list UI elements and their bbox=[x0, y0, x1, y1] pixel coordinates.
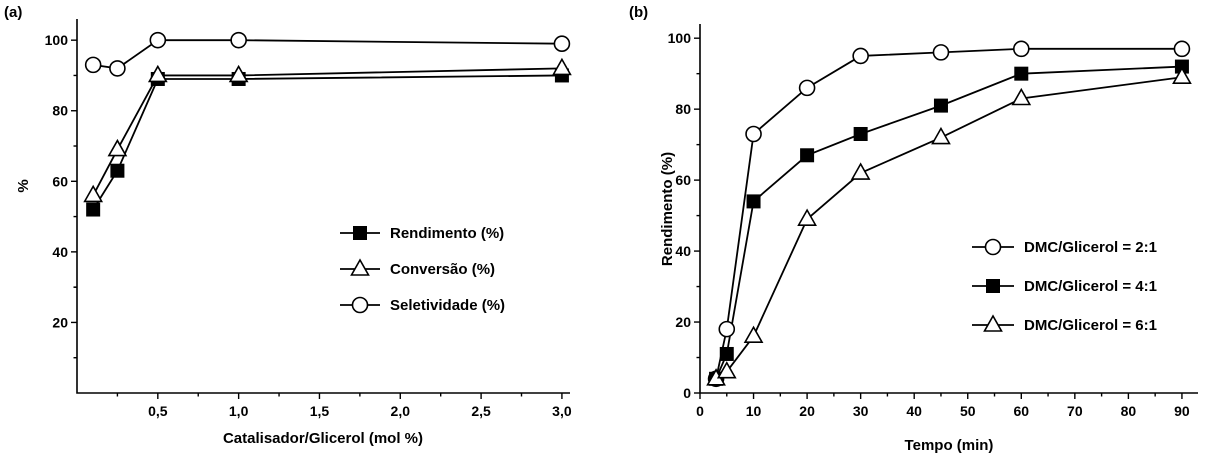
legend-marker bbox=[986, 279, 1000, 293]
data-point bbox=[1011, 87, 1032, 106]
data-point bbox=[147, 64, 168, 83]
y-tick-label: 80 bbox=[52, 103, 68, 119]
chart-panel-a: 0,5 1,0 1,5 2,0 2,5 3,0 20 40 60 80 100 (a) Catalisa… bbox=[4, 4, 572, 447]
data-point bbox=[852, 47, 869, 65]
y-tick-label: 20 bbox=[52, 314, 68, 330]
data-point bbox=[798, 79, 816, 97]
chart-panel-b: 0 10 20 30 40 50 60 70 80 90 0 20 40 60 80 100 (b) Tempo … bbox=[629, 4, 1198, 454]
x-tick-label: 80 bbox=[1121, 403, 1137, 419]
x-tick-label: 1,5 bbox=[310, 403, 330, 419]
x-tick-label: 1,0 bbox=[229, 403, 249, 419]
data-point bbox=[84, 56, 102, 74]
data-point bbox=[109, 60, 126, 77]
y-tick-label: 40 bbox=[675, 243, 691, 259]
x-tick-label: 0,5 bbox=[148, 403, 168, 419]
legend-entry: DMC/Glicerol = 6:1 bbox=[1024, 317, 1157, 334]
data-point bbox=[1173, 40, 1191, 58]
panel-label: (a) bbox=[4, 4, 22, 21]
y-tick-label: 60 bbox=[675, 172, 691, 188]
x-tick-label: 0 bbox=[696, 403, 704, 419]
y-axis-label: Rendimento (%) bbox=[659, 152, 676, 266]
legend-entry: Rendimento (%) bbox=[390, 225, 504, 242]
data-point bbox=[743, 325, 764, 344]
data-point bbox=[933, 98, 948, 113]
data-point bbox=[230, 31, 247, 49]
data-point bbox=[745, 125, 762, 143]
y-tick-label: 60 bbox=[52, 173, 68, 189]
data-point bbox=[110, 163, 125, 178]
y-tick-label: 80 bbox=[675, 101, 691, 117]
data-point bbox=[86, 202, 101, 217]
data-point bbox=[1014, 66, 1029, 81]
x-axis-label: Tempo (min) bbox=[905, 437, 994, 454]
data-point bbox=[932, 44, 950, 61]
x-tick-label: 40 bbox=[906, 403, 922, 419]
x-tick-label: 60 bbox=[1014, 403, 1030, 419]
y-tick-label: 0 bbox=[683, 385, 691, 401]
data-point bbox=[1172, 66, 1192, 85]
x-tick-label: 50 bbox=[960, 403, 976, 419]
data-point bbox=[716, 361, 737, 379]
data-point bbox=[746, 194, 761, 209]
series-line bbox=[92, 67, 562, 196]
x-tick-label: 2,0 bbox=[391, 403, 411, 419]
legend-marker bbox=[351, 296, 369, 314]
y-tick-label: 100 bbox=[45, 32, 69, 48]
x-tick-label: 10 bbox=[746, 403, 762, 419]
data-point bbox=[719, 346, 734, 361]
data-point bbox=[553, 35, 571, 52]
data-point bbox=[552, 57, 572, 76]
x-tick-label: 2,5 bbox=[471, 403, 491, 419]
data-point bbox=[931, 126, 951, 145]
y-tick-label: 100 bbox=[668, 30, 692, 46]
data-point bbox=[1012, 40, 1030, 58]
data-point bbox=[800, 148, 815, 163]
legend-marker bbox=[350, 258, 370, 276]
data-point bbox=[797, 208, 817, 226]
data-point bbox=[83, 184, 104, 203]
panel-label: (b) bbox=[629, 4, 648, 21]
data-point bbox=[149, 31, 167, 49]
y-tick-label: 40 bbox=[52, 244, 68, 260]
x-tick-label: 20 bbox=[799, 403, 815, 419]
x-tick-label: 3,0 bbox=[552, 403, 572, 419]
data-point bbox=[228, 64, 249, 83]
axes-frame bbox=[76, 19, 570, 394]
y-axis-label: % bbox=[15, 179, 32, 192]
legend-entry: Conversão (%) bbox=[390, 261, 495, 278]
series-line bbox=[92, 74, 562, 211]
data-point bbox=[107, 138, 128, 157]
legend-marker bbox=[353, 226, 367, 240]
legend-entry: DMC/Glicerol = 4:1 bbox=[1024, 278, 1157, 295]
legend-marker bbox=[983, 314, 1003, 332]
x-axis-label: Catalisador/Glicerol (mol %) bbox=[223, 430, 423, 447]
legend-marker bbox=[984, 238, 1002, 256]
series-line bbox=[715, 47, 1182, 379]
legend-entry: DMC/Glicerol = 2:1 bbox=[1024, 239, 1157, 256]
x-tick-label: 70 bbox=[1067, 403, 1083, 419]
data-point bbox=[853, 126, 868, 141]
data-point bbox=[850, 162, 871, 180]
x-tick-label: 90 bbox=[1174, 403, 1190, 419]
data-point bbox=[718, 320, 736, 338]
x-tick-label: 30 bbox=[853, 403, 869, 419]
series-line bbox=[715, 76, 1183, 380]
axes-frame bbox=[699, 24, 1198, 394]
y-tick-label: 20 bbox=[675, 314, 691, 330]
legend-entry: Seletividade (%) bbox=[390, 297, 505, 314]
